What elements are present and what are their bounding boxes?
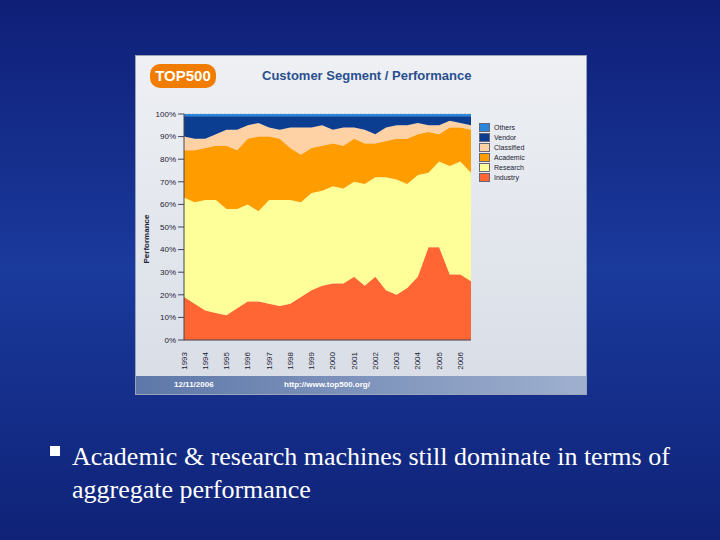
svg-text:2000: 2000 — [328, 351, 337, 369]
svg-text:60%: 60% — [160, 200, 176, 209]
svg-text:1993: 1993 — [180, 351, 189, 369]
svg-text:2003: 2003 — [392, 351, 401, 369]
html-text:Research: Research — [494, 163, 524, 171]
html-text:12/11/2006: 12/11/2006 — [174, 380, 214, 389]
svg-text:80%: 80% — [160, 155, 176, 164]
html-text:TOP500: TOP500 — [155, 67, 211, 84]
svg-text:50%: 50% — [160, 223, 176, 232]
svg-text:2004: 2004 — [413, 351, 422, 369]
svg-text:90%: 90% — [160, 132, 176, 141]
svg-text:1995: 1995 — [222, 351, 231, 369]
html-text:Academic: Academic — [494, 153, 525, 161]
svg-text:1999: 1999 — [307, 351, 316, 369]
svg-text:1997: 1997 — [265, 351, 274, 369]
svg-text:30%: 30% — [160, 268, 176, 277]
html-text:Others: Others — [494, 123, 515, 131]
html-text:http://www.top500.org/: http://www.top500.org/ — [284, 380, 370, 389]
svg-text:2002: 2002 — [371, 351, 380, 369]
svg-text:10%: 10% — [160, 313, 176, 322]
html-text:Performance: Performance — [142, 214, 151, 264]
svg-text:1998: 1998 — [286, 351, 295, 369]
svg-text:1996: 1996 — [243, 351, 252, 369]
svg-text:40%: 40% — [160, 245, 176, 254]
html-text:Classified: Classified — [494, 143, 525, 151]
html-text:Vendor: Vendor — [494, 133, 517, 141]
html-text:Academic & research machines s: Academic & research machines still domin… — [72, 442, 670, 504]
html-text:Customer Segment / Performance: Customer Segment / Performance — [262, 68, 472, 83]
svg-text:0%: 0% — [164, 336, 176, 345]
svg-text:2001: 2001 — [350, 351, 359, 369]
svg-text:1994: 1994 — [201, 351, 210, 369]
svg-text:2005: 2005 — [435, 351, 444, 369]
svg-text:100%: 100% — [156, 110, 176, 119]
html-text:Industry: Industry — [494, 173, 519, 181]
svg-text:70%: 70% — [160, 178, 176, 187]
svg-text:2006: 2006 — [456, 351, 465, 369]
svg-text:20%: 20% — [160, 291, 176, 300]
